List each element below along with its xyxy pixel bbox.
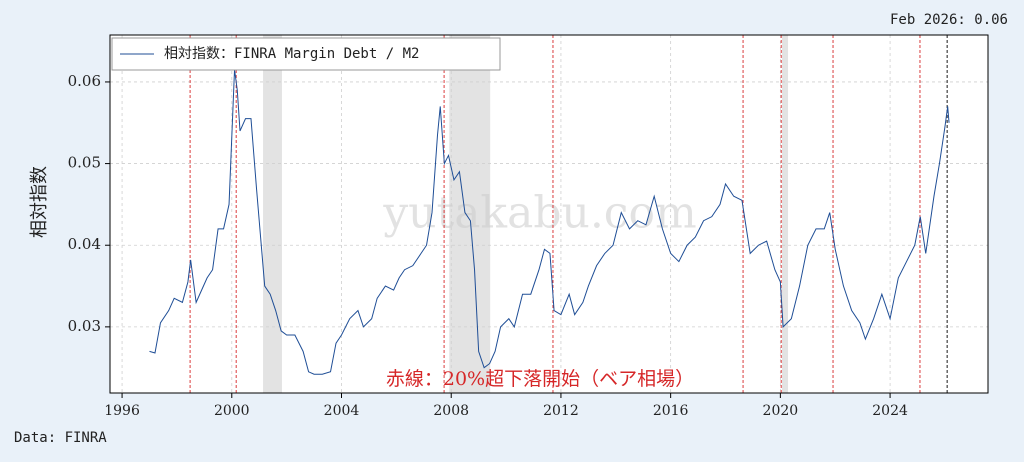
y-tick-label: 0.05: [68, 154, 101, 172]
x-tick-label: 1996: [104, 403, 140, 419]
x-tick-label: 2016: [653, 403, 689, 419]
legend-label: 相対指数：FINRA Margin Debt / M2: [164, 46, 419, 62]
x-tick-label: 2008: [433, 403, 469, 419]
y-tick-label: 0.04: [68, 235, 101, 253]
watermark: yutakabu.com: [382, 188, 696, 239]
plot-area: [110, 35, 988, 393]
red-line-note: 赤線：20%超下落開始（ベア相場）: [386, 368, 694, 390]
y-axis-label: 相対指数: [29, 166, 50, 238]
plot-frame: [109, 34, 989, 394]
corner-note: Feb 2026: 0.06: [890, 12, 1008, 28]
x-tick-label: 2004: [324, 403, 360, 419]
source-note: Data: FINRA: [14, 430, 107, 446]
x-tick-label: 2024: [872, 403, 908, 419]
x-tick-label: 2000: [214, 403, 250, 419]
recession-band: [449, 35, 491, 393]
legend-box: [111, 37, 501, 71]
y-tick-label: 0.06: [68, 72, 101, 90]
recession-band: [263, 35, 282, 393]
data-line: [149, 69, 950, 375]
x-tick-label: 2020: [763, 403, 799, 419]
recession-band: [782, 35, 789, 393]
x-tick-label: 2012: [543, 403, 579, 419]
y-tick-label: 0.03: [68, 317, 101, 335]
